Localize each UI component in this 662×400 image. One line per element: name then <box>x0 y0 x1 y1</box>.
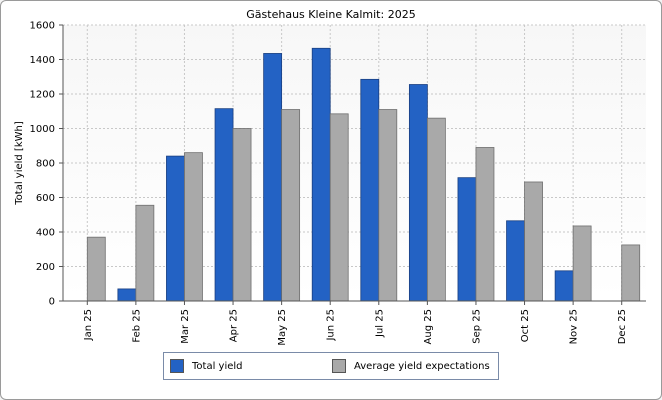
bar-average-yield-expectations <box>475 147 495 302</box>
bar-average-yield-expectations <box>135 204 155 302</box>
bar-total-yield <box>506 220 525 302</box>
y-tick-label: 600 <box>36 193 55 204</box>
x-tick-label: Sep 25 <box>471 309 482 344</box>
bar-total-yield <box>166 155 185 302</box>
bar-total-yield <box>117 288 137 302</box>
bar-average-yield-expectations <box>184 152 203 302</box>
y-tick-label: 1200 <box>30 90 55 101</box>
legend-item-average-yield-expectations: Average yield expectations <box>332 359 490 373</box>
x-tick-label: Jan 25 <box>83 309 94 341</box>
bar-total-yield <box>554 270 574 302</box>
bar-average-yield-expectations <box>524 181 543 302</box>
bar-average-yield-expectations <box>86 236 106 302</box>
legend-swatch-average-yield-expectations <box>332 359 346 373</box>
bar-average-yield-expectations <box>426 117 446 302</box>
bar-total-yield <box>408 84 428 302</box>
legend-swatch-total-yield <box>170 359 184 373</box>
x-tick-label: Apr 25 <box>229 309 240 342</box>
x-tick-label: Feb 25 <box>131 309 142 343</box>
y-axis-label: Total yield [kWh] <box>14 121 25 206</box>
bar-total-yield <box>263 53 283 302</box>
bar-average-yield-expectations <box>329 113 349 302</box>
x-tick-label: Jun 25 <box>326 309 337 342</box>
bar-average-yield-expectations <box>621 244 641 302</box>
bar-average-yield-expectations <box>572 225 592 302</box>
y-tick-label: 1600 <box>30 21 55 32</box>
y-tick-label: 1000 <box>30 124 55 135</box>
x-tick-label: Dec 25 <box>617 309 628 344</box>
y-tick-label: 800 <box>36 159 55 170</box>
bar-total-yield <box>311 47 331 302</box>
bar-average-yield-expectations <box>378 109 398 302</box>
y-tick-label: 400 <box>36 228 55 239</box>
bar-total-yield <box>360 78 380 302</box>
legend-label-average-yield-expectations: Average yield expectations <box>354 360 490 372</box>
x-tick-label: Jul 25 <box>374 309 385 338</box>
chart-title: Gästehaus Kleine Kalmit: 2025 <box>246 8 416 21</box>
bar-total-yield <box>457 177 477 302</box>
x-tick-label: Oct 25 <box>520 309 531 342</box>
bar-total-yield <box>214 108 234 302</box>
legend-item-total-yield: Total yield <box>170 359 243 373</box>
bar-average-yield-expectations <box>281 109 301 302</box>
x-tick-label: Mar 25 <box>180 309 191 344</box>
x-tick-label: Aug 25 <box>423 309 434 344</box>
y-tick-label: 200 <box>36 262 55 273</box>
x-tick-label: Nov 25 <box>569 309 580 344</box>
legend-label-total-yield: Total yield <box>192 360 243 372</box>
y-tick-label: 1400 <box>30 55 55 66</box>
y-tick-label: 0 <box>49 297 55 308</box>
x-tick-label: May 25 <box>277 309 288 346</box>
bar-average-yield-expectations <box>232 128 252 302</box>
legend: Total yield Average yield expectations <box>163 352 499 380</box>
